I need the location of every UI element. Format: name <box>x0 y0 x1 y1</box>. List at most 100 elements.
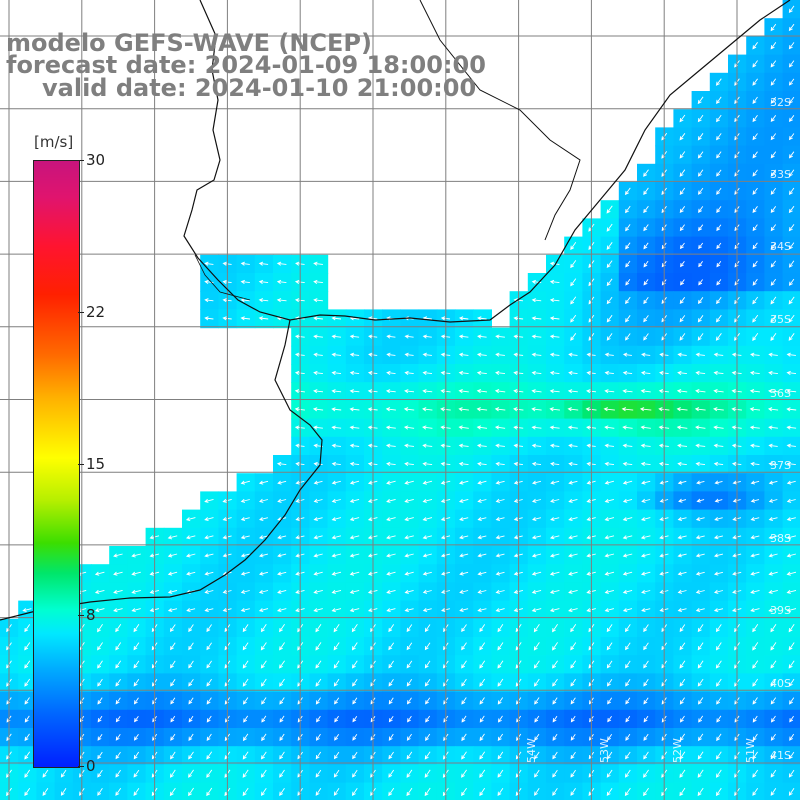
wind-vector-arrow <box>679 733 686 742</box>
wind-vector-arrow <box>568 589 578 594</box>
wind-vector-arrow <box>24 751 31 760</box>
wind-vector-arrow <box>133 787 140 796</box>
wind-vector-arrow <box>788 133 795 141</box>
wind-vector-arrow <box>169 624 176 633</box>
wind-vector-arrow <box>643 169 649 177</box>
wind-vector-arrow <box>679 642 686 651</box>
wind-vector-arrow <box>750 535 760 540</box>
wind-vector-arrow <box>242 678 249 687</box>
coastline-south <box>0 319 323 621</box>
wind-vector-arrow <box>752 151 758 159</box>
wind-vector-arrow <box>604 480 615 485</box>
wind-vector-arrow <box>315 733 321 741</box>
coastline-inland <box>419 0 581 241</box>
wind-vector-arrow <box>532 516 542 522</box>
wind-vector-arrow <box>750 443 760 448</box>
wind-vector-arrow <box>786 389 797 394</box>
wind-vector-arrow <box>770 78 777 86</box>
wind-vector-arrow <box>312 407 324 412</box>
wind-vector-arrow <box>768 571 778 576</box>
wind-vector-arrow <box>570 678 576 687</box>
wind-vector-arrow <box>497 787 504 796</box>
wind-vector-arrow <box>679 787 686 797</box>
wind-vector-arrow <box>679 769 686 778</box>
wind-vector-arrow <box>133 678 140 687</box>
wind-vector-arrow <box>606 278 613 287</box>
wind-vector-arrow <box>422 443 433 448</box>
wind-vector-arrow <box>170 642 176 651</box>
wind-vector-arrow <box>406 678 413 687</box>
wind-vector-arrow <box>625 751 631 760</box>
wind-vector-arrow <box>97 788 103 796</box>
wind-vector-arrow <box>113 571 123 576</box>
wind-vector-arrow <box>531 461 542 466</box>
wind-vector-arrow <box>477 589 487 594</box>
wind-vector-arrow <box>677 480 687 485</box>
wind-vector-arrow <box>497 769 504 778</box>
wind-vector-arrow <box>24 733 30 742</box>
wind-vector-arrow <box>313 608 323 613</box>
wind-vector-arrow <box>625 733 631 741</box>
colorbar-tick-label: 15 <box>86 455 106 473</box>
wind-vector-arrow <box>695 607 705 613</box>
wind-vector-arrow <box>531 352 542 357</box>
wind-vector-arrow <box>752 624 759 633</box>
wind-vector-arrow <box>643 260 649 268</box>
wind-vector-arrow <box>695 461 706 466</box>
wind-vector-arrow <box>276 261 287 266</box>
wind-vector-arrow <box>185 553 196 558</box>
wind-vector-arrow <box>188 642 194 651</box>
wind-vector-arrow <box>258 589 269 594</box>
wind-vector-arrow <box>424 642 431 651</box>
wind-vector-arrow <box>697 333 704 341</box>
wind-vector-arrow <box>770 169 777 177</box>
wind-vector-arrow <box>388 733 394 741</box>
wind-vector-arrow <box>768 443 778 448</box>
wind-vector-arrow <box>422 535 433 540</box>
wind-vector-arrow <box>697 151 704 159</box>
wind-vector-arrow <box>313 279 323 284</box>
wind-vector-arrow <box>788 333 795 341</box>
wind-vector-arrow <box>625 715 631 723</box>
wind-vector-arrow <box>188 733 194 741</box>
wind-vector-arrow <box>277 571 287 576</box>
wind-vector-arrow <box>768 480 778 485</box>
wind-vector-arrow <box>461 678 467 687</box>
wind-vector-arrow <box>697 169 704 177</box>
wind-vector-arrow <box>770 678 777 687</box>
wind-vector-arrow <box>115 624 122 633</box>
wind-vector-arrow <box>406 642 413 651</box>
wind-vector-arrow <box>206 769 213 778</box>
wind-vector-arrow <box>279 697 285 705</box>
wind-vector-arrow <box>695 443 706 448</box>
wind-vector-arrow <box>643 751 649 760</box>
wind-vector-arrow <box>697 297 704 305</box>
wind-vector-arrow <box>715 314 722 323</box>
wind-vector-arrow <box>622 553 633 558</box>
wind-vector-arrow <box>570 642 577 651</box>
wind-vector-arrow <box>568 608 578 613</box>
wind-vector-arrow <box>625 315 631 323</box>
wind-vector-arrow <box>549 352 560 357</box>
wind-vector-arrow <box>422 407 433 412</box>
wind-vector-arrow <box>624 624 631 633</box>
wind-vector-arrow <box>495 443 505 448</box>
wind-vector-arrow <box>185 517 196 522</box>
wind-vector-arrow <box>786 480 796 485</box>
wind-vector-arrow <box>550 498 560 503</box>
wind-vector-arrow <box>640 535 651 540</box>
wind-vector-arrow <box>625 205 631 214</box>
wind-vector-arrow <box>695 535 705 540</box>
wind-vector-arrow <box>494 407 506 412</box>
wind-vector-arrow <box>333 788 340 796</box>
wind-vector-arrow <box>497 678 504 687</box>
wind-vector-arrow <box>406 660 413 669</box>
wind-vector-arrow <box>331 389 342 394</box>
wind-vector-arrow <box>713 535 724 540</box>
wind-vector-arrow <box>461 697 467 705</box>
wind-vector-arrow <box>313 480 323 485</box>
wind-vector-arrow <box>750 589 760 594</box>
wind-vector-arrow <box>185 535 196 540</box>
wind-vector-arrow <box>476 443 487 448</box>
wind-vector-arrow <box>622 425 633 430</box>
